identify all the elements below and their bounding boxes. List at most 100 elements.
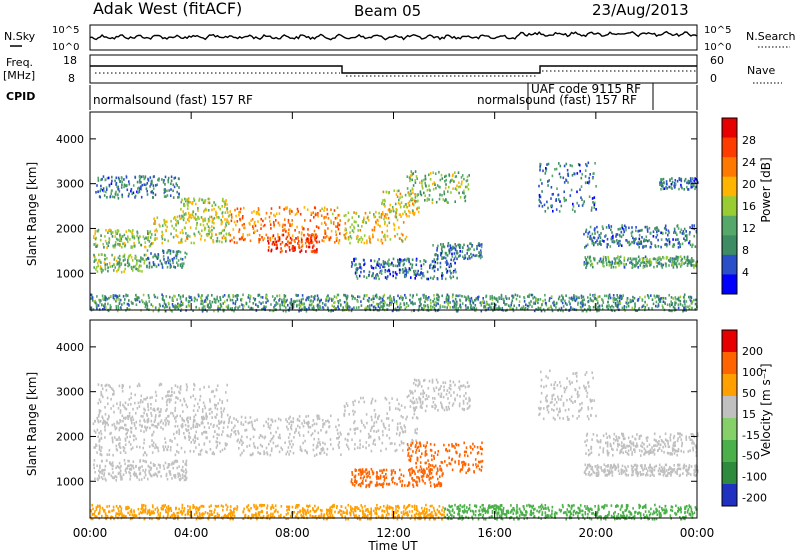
power-cell: [181, 240, 183, 244]
power-cell: [573, 296, 575, 299]
power-cell: [128, 229, 130, 232]
velocity-cell: [268, 443, 270, 446]
power-cell: [330, 229, 333, 233]
power-cell: [444, 180, 446, 183]
velocity-cell: [116, 421, 118, 425]
velocity-cell: [193, 450, 195, 453]
power-cell: [423, 274, 425, 278]
power-cell: [656, 257, 659, 260]
velocity-cell: [148, 469, 150, 473]
power-cell: [583, 232, 585, 236]
velocity-cell: [97, 435, 99, 438]
power-cell: [211, 225, 213, 228]
freq-label: Freq.: [6, 56, 33, 69]
power-cell: [176, 184, 178, 187]
power-cell: [674, 296, 677, 299]
power-cell: [154, 295, 156, 299]
power-cell: [140, 180, 142, 184]
power-cell: [415, 175, 418, 178]
velocity-cell: [133, 438, 135, 442]
power-cell: [357, 267, 359, 270]
power-cell: [192, 201, 194, 204]
velocity-cell: [219, 450, 222, 453]
power-cell: [130, 256, 133, 259]
power-cell: [353, 211, 355, 214]
power-cell: [108, 238, 111, 242]
power-cell: [419, 301, 421, 304]
power-cell: [286, 298, 288, 302]
power-cell: [142, 293, 145, 297]
power-cell: [396, 302, 398, 305]
velocity-cell: [174, 459, 177, 463]
velocity-cell: [267, 417, 270, 421]
power-cell: [674, 257, 676, 261]
power-cell: [460, 182, 463, 186]
velocity-cell: [114, 425, 116, 428]
power-cell: [428, 194, 431, 197]
power-cell: [163, 179, 165, 182]
power-cell: [422, 274, 424, 277]
power-cell: [213, 300, 216, 304]
power-cell: [360, 240, 363, 244]
power-cell: [204, 201, 206, 204]
power-cell: [139, 187, 142, 190]
power-cell: [290, 298, 293, 301]
power-cell: [303, 206, 306, 209]
power-cell: [136, 180, 139, 184]
power-cell: [447, 244, 449, 248]
power-cell: [137, 238, 140, 241]
velocity-cell: [124, 401, 127, 405]
power-cell: [152, 255, 154, 259]
velocity-cell: [252, 452, 254, 456]
power-cell: [649, 264, 651, 267]
power-cell: [655, 304, 657, 308]
power-cell: [296, 294, 298, 297]
power-cell: [287, 221, 290, 224]
power-cell: [459, 244, 462, 247]
velocity-cell: [286, 425, 288, 429]
power-cell: [386, 275, 389, 278]
power-cell: [585, 309, 588, 313]
velocity-cell: [147, 402, 149, 406]
power-cell: [317, 226, 320, 230]
velocity-cell: [319, 452, 322, 455]
power-cell: [669, 260, 671, 263]
power-cell: [296, 304, 298, 308]
power-cell: [558, 210, 561, 213]
velocity-cell: [274, 419, 277, 423]
power-cell: [279, 305, 281, 308]
power-cell: [434, 253, 436, 257]
velocity-cell: [209, 398, 211, 401]
velocity-cell: [194, 425, 197, 428]
power-cell: [274, 304, 276, 307]
velocity-cell: [290, 424, 293, 427]
velocity-cell: [189, 417, 192, 420]
power-cell: [616, 256, 618, 260]
velocity-cell: [104, 421, 107, 424]
power-cell: [403, 275, 406, 279]
power-cell: [673, 231, 675, 234]
power-cell: [531, 305, 533, 308]
power-cell: [216, 215, 218, 219]
power-cell: [676, 297, 679, 301]
power-cell: [115, 259, 118, 263]
power-cell: [391, 205, 394, 209]
power-cell: [160, 235, 163, 238]
power-cell: [335, 307, 337, 310]
power-cell: [476, 296, 479, 299]
power-cell: [417, 269, 419, 273]
power-cell: [450, 258, 452, 262]
power-cell: [249, 294, 252, 298]
power-cell: [207, 209, 210, 212]
power-cell: [196, 298, 198, 302]
power-cell: [109, 265, 112, 268]
power-cell: [446, 263, 448, 266]
power-cell: [91, 296, 94, 300]
power-cell: [679, 230, 682, 234]
velocity-cell: [176, 424, 179, 428]
power-cell: [419, 181, 421, 184]
power-cell: [452, 245, 454, 249]
velocity-cell: [143, 430, 145, 433]
power-cell: [602, 227, 604, 231]
power-cell: [279, 297, 281, 301]
